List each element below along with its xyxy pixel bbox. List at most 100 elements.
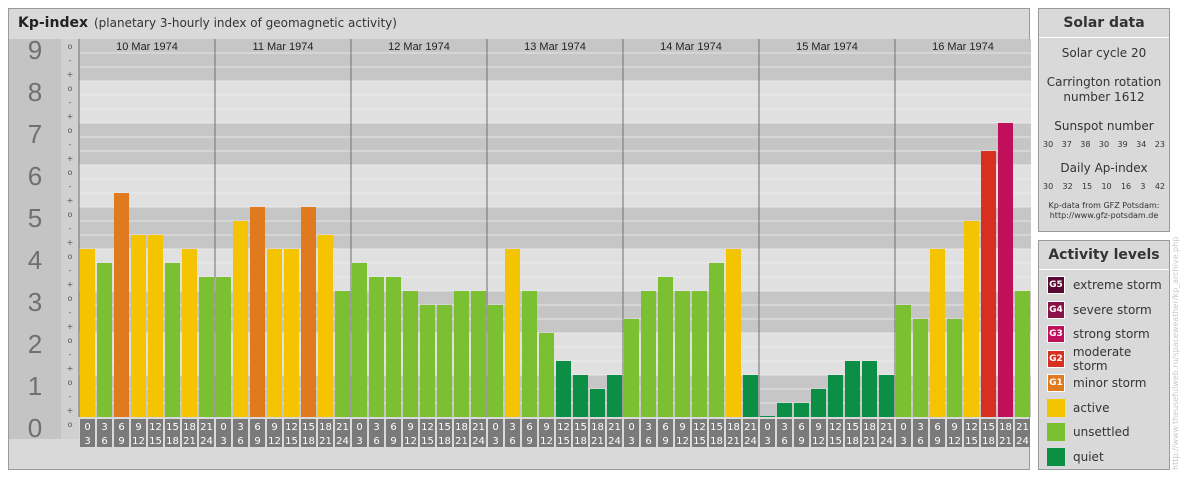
kp-bar xyxy=(828,375,843,417)
y-axis-label: 3 xyxy=(28,287,42,317)
ap-value: 30 xyxy=(1043,182,1054,191)
legend-item: quiet xyxy=(1047,447,1104,467)
kp-bar xyxy=(624,319,639,417)
y-sub-marker: + xyxy=(67,406,74,415)
time-slot-start: 21 xyxy=(1016,422,1029,433)
time-slot-end: 12 xyxy=(268,436,281,447)
carrington-line2: number 1612 xyxy=(1063,90,1145,104)
y-sub-marker: o xyxy=(68,420,73,429)
time-slot-end: 21 xyxy=(999,436,1012,447)
kp-bar xyxy=(233,220,248,417)
kp-bar xyxy=(607,375,622,417)
ap-values: 30 32 15 10 16 3 42 xyxy=(1039,182,1169,191)
kp-bar xyxy=(522,291,537,417)
time-slot-end: 3 xyxy=(900,436,906,447)
day-label: 15 Mar 1974 xyxy=(796,41,858,53)
kp-bar xyxy=(216,277,231,417)
kp-bar xyxy=(437,304,452,417)
y-axis-label: 5 xyxy=(28,203,42,233)
time-slot-box xyxy=(471,419,486,447)
legend-item: active xyxy=(1047,398,1109,418)
kp-bar xyxy=(420,304,435,417)
time-slot-box xyxy=(165,419,180,447)
time-slot-box xyxy=(301,419,316,447)
kp-bar xyxy=(250,207,265,417)
legend-item: unsettled xyxy=(1047,422,1130,442)
time-slot-end: 18 xyxy=(438,436,451,447)
time-slot-box xyxy=(403,419,418,447)
time-slot-box xyxy=(981,419,996,447)
time-slot-end: 9 xyxy=(390,436,396,447)
time-slot-end: 3 xyxy=(84,436,90,447)
time-slot-start: 21 xyxy=(880,422,893,433)
time-slot-end: 21 xyxy=(455,436,468,447)
time-slot-box xyxy=(284,419,299,447)
time-slot-end: 6 xyxy=(781,436,787,447)
kp-bar xyxy=(743,375,758,417)
time-slot-end: 24 xyxy=(472,436,485,447)
day-label: 14 Mar 1974 xyxy=(660,41,722,53)
time-slot-end: 3 xyxy=(220,436,226,447)
sunspot-value: 34 xyxy=(1136,140,1147,149)
time-slot-end: 9 xyxy=(526,436,532,447)
time-slot-start: 18 xyxy=(727,422,740,433)
time-slot-start: 15 xyxy=(710,422,723,433)
ap-value: 15 xyxy=(1081,182,1093,191)
time-slot-start: 15 xyxy=(302,422,315,433)
kp-chart: 9876543210o-+o-+o-+o-+o-+o-+o-+o-+o-+o10… xyxy=(9,35,1031,447)
ap-value: 10 xyxy=(1101,182,1112,191)
sunspot-value: 30 xyxy=(1098,140,1110,149)
time-slot-box xyxy=(930,419,945,447)
time-slot-end: 18 xyxy=(846,436,859,447)
time-slot-box xyxy=(522,419,537,447)
kp-bar xyxy=(335,291,350,417)
time-slot-start: 0 xyxy=(900,422,906,433)
time-slot-box xyxy=(420,419,435,447)
time-slot-start: 21 xyxy=(336,422,349,433)
sunspot-value: 30 xyxy=(1043,140,1054,149)
y-sub-marker: - xyxy=(69,140,72,149)
kp-bar xyxy=(709,262,724,417)
time-slot-box xyxy=(437,419,452,447)
time-slot-start: 18 xyxy=(863,422,876,433)
y-axis-label: 6 xyxy=(28,161,42,191)
time-slot-end: 12 xyxy=(676,436,689,447)
time-slot-end: 21 xyxy=(183,436,196,447)
time-slot-end: 12 xyxy=(132,436,145,447)
kp-bar xyxy=(726,249,741,417)
kp-bar xyxy=(692,291,707,417)
time-slot-start: 12 xyxy=(149,422,162,433)
time-slot-start: 12 xyxy=(693,422,706,433)
time-slot-start: 15 xyxy=(166,422,179,433)
kp-bar xyxy=(896,304,911,417)
carrington-line1: Carrington rotation xyxy=(1046,75,1162,89)
kp-bar xyxy=(131,235,146,417)
time-slot-start: 3 xyxy=(645,422,651,433)
time-slot-start: 21 xyxy=(472,422,485,433)
time-slot-box xyxy=(148,419,163,447)
legend-swatch: G2 xyxy=(1047,349,1065,368)
legend-label: quiet xyxy=(1073,449,1104,464)
time-slot-end: 12 xyxy=(404,436,417,447)
time-slot-end: 18 xyxy=(302,436,315,447)
ap-value: 32 xyxy=(1062,182,1073,191)
time-slot-box xyxy=(624,419,639,447)
time-slot-box xyxy=(352,419,367,447)
kp-bar xyxy=(760,416,775,417)
legend-swatch xyxy=(1047,398,1065,417)
time-slot-box xyxy=(488,419,503,447)
y-sub-marker: o xyxy=(68,126,73,135)
legend-swatch xyxy=(1047,423,1065,441)
solar-data-panel: Solar data Solar cycle 20 Carrington rot… xyxy=(1038,8,1170,232)
kp-bar xyxy=(845,361,860,417)
legend-item: G1 minor storm xyxy=(1047,373,1146,393)
y-sub-marker: + xyxy=(67,154,74,163)
y-sub-marker: - xyxy=(69,224,72,233)
kp-bar xyxy=(318,235,333,417)
time-slot-end: 6 xyxy=(237,436,243,447)
time-slot-end: 6 xyxy=(917,436,923,447)
time-slot-start: 6 xyxy=(798,422,804,433)
y-sub-marker: o xyxy=(68,84,73,93)
time-slot-box xyxy=(199,419,214,447)
time-slot-start: 3 xyxy=(509,422,515,433)
